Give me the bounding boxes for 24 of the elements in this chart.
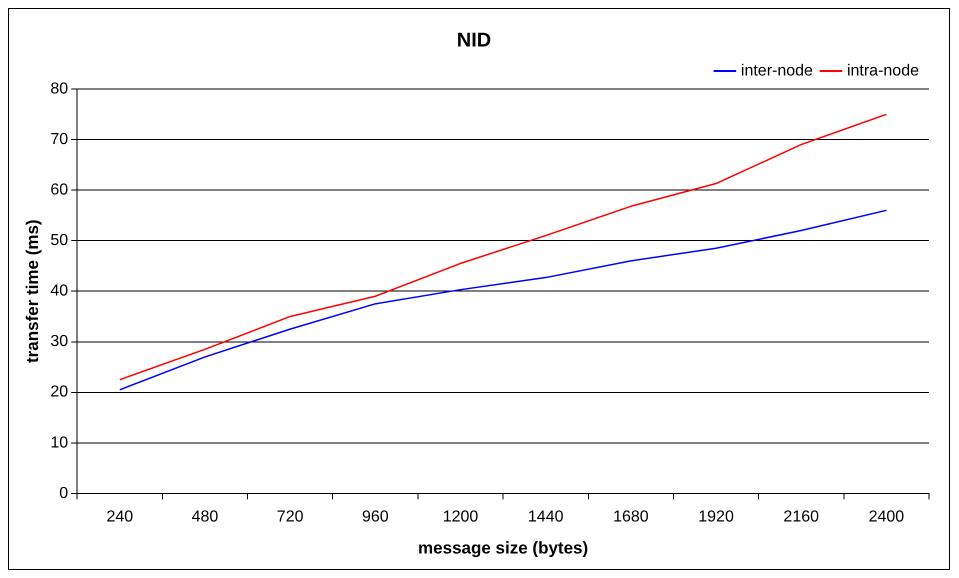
chart-title: NID	[456, 30, 492, 52]
y-axis-title: transfer time (ms)	[22, 219, 42, 364]
y-tick-label: 30	[50, 333, 68, 350]
x-tick-label: 1920	[698, 508, 734, 526]
y-tick-label: 10	[50, 434, 68, 452]
x-tick-label: 1440	[528, 508, 564, 526]
y-tick-label: 0	[59, 484, 68, 502]
y-tick-label: 50	[50, 232, 68, 250]
x-tick-label: 960	[362, 508, 389, 526]
x-tick-label: 240	[106, 508, 134, 526]
x-tick-label: 1680	[613, 508, 649, 526]
y-tick-label: 20	[50, 384, 68, 401]
y-tick-label: 70	[50, 130, 68, 148]
x-tick-label: 480	[192, 508, 218, 526]
legend-label: intra-node	[846, 62, 920, 80]
x-axis-title: message size (bytes)	[418, 538, 588, 558]
x-tick-label: 1200	[442, 508, 478, 526]
y-tick-label: 80	[50, 80, 68, 98]
legend-label: inter-node	[740, 62, 814, 80]
x-tick-label: 2160	[783, 508, 820, 526]
y-tick-label: 40	[50, 282, 68, 300]
y-tick-label: 60	[50, 182, 68, 199]
x-tick-label: 720	[276, 508, 304, 526]
x-tick-label: 2400	[868, 508, 904, 526]
